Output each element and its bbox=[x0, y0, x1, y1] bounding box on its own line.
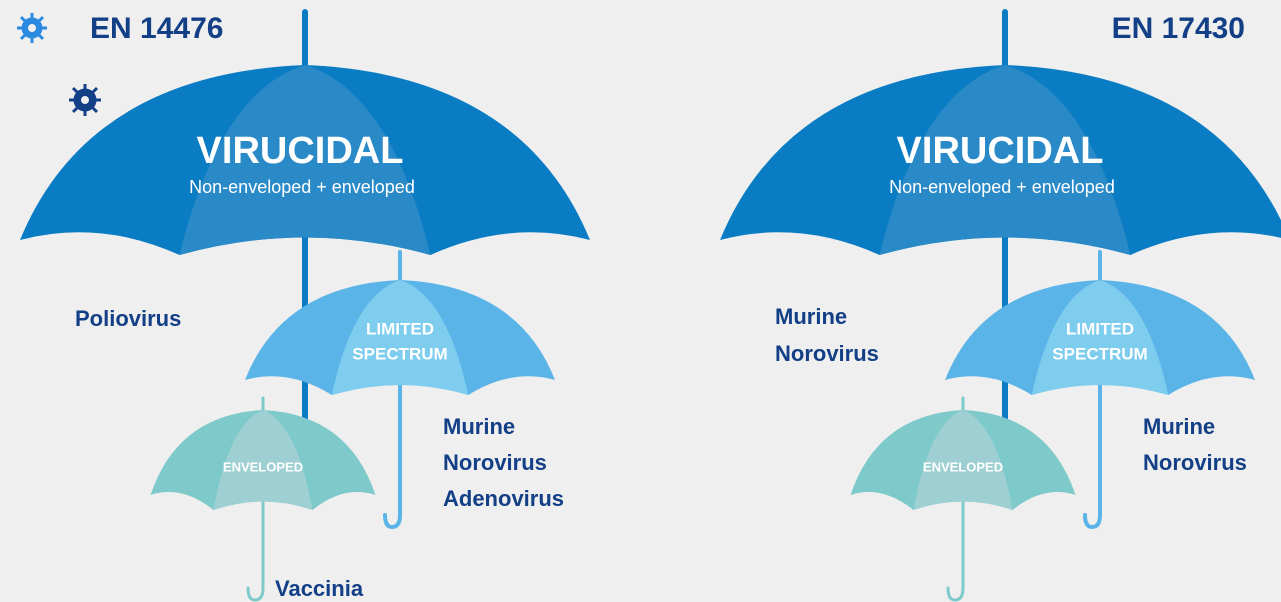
panel-title: EN 17430 bbox=[1112, 12, 1245, 45]
organism: Norovirus bbox=[775, 341, 879, 366]
limited-label: SPECTRUM bbox=[352, 344, 447, 363]
enveloped-label: ENVELOPED bbox=[223, 459, 303, 474]
organism: Poliovirus bbox=[75, 306, 181, 331]
organism: Murine bbox=[1143, 414, 1215, 439]
organism: Adenovirus bbox=[443, 486, 564, 511]
virus-icons bbox=[17, 13, 101, 116]
panel: EN 14476 VIRUCIDAL Non-enveloped + envelop… bbox=[20, 12, 590, 601]
virucidal-label: VIRUCIDAL bbox=[197, 130, 404, 172]
organism: Murine bbox=[775, 304, 847, 329]
virucidal-sublabel: Non-enveloped + enveloped bbox=[889, 177, 1115, 197]
virucidal-label: VIRUCIDAL bbox=[897, 130, 1104, 172]
panel: EN 17430 VIRUCIDAL Non-enveloped + envelop… bbox=[720, 12, 1281, 600]
diagram: EN 14476 VIRUCIDAL Non-enveloped + envelop… bbox=[0, 0, 1281, 602]
limited-label: SPECTRUM bbox=[1052, 344, 1147, 363]
limited-label: LIMITED bbox=[1066, 319, 1134, 338]
organism: Norovirus bbox=[443, 450, 547, 475]
page: EN 14476 VIRUCIDAL Non-enveloped + envelop… bbox=[0, 0, 1281, 602]
organism: Murine bbox=[443, 414, 515, 439]
organism: Vaccinia bbox=[275, 576, 364, 601]
limited-label: LIMITED bbox=[366, 319, 434, 338]
enveloped-label: ENVELOPED bbox=[923, 459, 1003, 474]
organism: Norovirus bbox=[1143, 450, 1247, 475]
panel-title: EN 14476 bbox=[90, 12, 223, 45]
virucidal-sublabel: Non-enveloped + enveloped bbox=[189, 177, 415, 197]
